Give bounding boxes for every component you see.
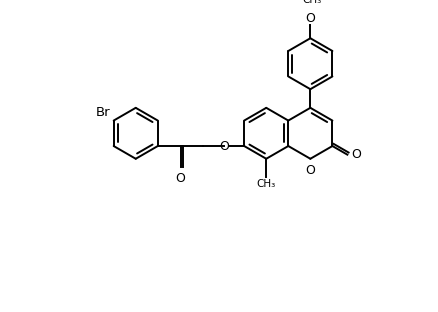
Text: Br: Br <box>96 106 110 119</box>
Text: CH₃: CH₃ <box>257 179 276 189</box>
Text: O: O <box>176 172 185 184</box>
Text: CH₃: CH₃ <box>303 0 322 5</box>
Text: O: O <box>305 12 315 25</box>
Text: O: O <box>351 148 361 161</box>
Text: O: O <box>219 139 230 153</box>
Text: O: O <box>305 164 315 177</box>
